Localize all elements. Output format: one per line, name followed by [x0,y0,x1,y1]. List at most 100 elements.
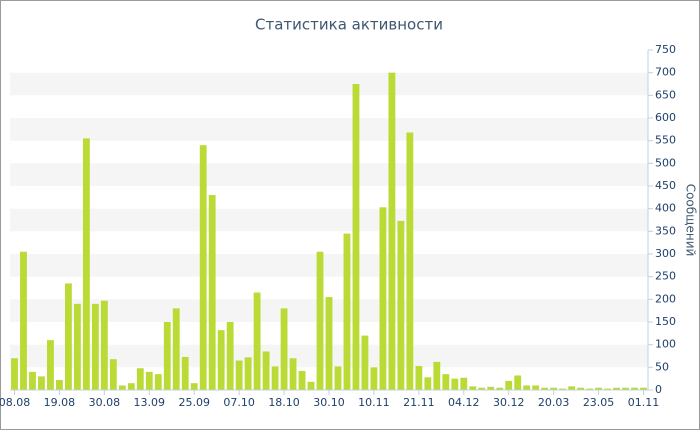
bar [550,387,558,390]
bar [487,386,495,390]
y-tick-label: 650 [655,88,676,101]
x-tick-label: 21.11 [403,396,435,409]
bar [559,388,567,390]
bar [235,360,243,390]
y-tick-label: 300 [655,247,676,260]
bar [38,376,45,390]
y-tick-label: 50 [655,360,669,373]
bar [379,207,387,390]
bar [73,303,81,390]
bar [433,361,441,390]
bar [316,251,324,390]
bar [47,340,54,390]
chart-title: Статистика активности [255,16,443,34]
bar [298,370,306,390]
bar [127,383,135,390]
bar [172,308,180,390]
bar [370,367,378,390]
x-tick-label: 08.08 [0,396,30,409]
bar [91,303,99,390]
y-tick-label: 550 [655,134,676,147]
bar [586,388,594,390]
bar [280,308,288,390]
grid-band [10,254,648,277]
bar [20,251,27,390]
grid-band [10,118,648,141]
x-tick-label: 07.10 [223,396,255,409]
y-tick-label: 750 [655,43,676,56]
grid-band [10,72,648,96]
bar [136,368,144,390]
bar [568,386,576,390]
x-tick-label: 18.10 [268,396,300,409]
bar [289,358,297,390]
bar [208,195,216,390]
bar [451,378,459,390]
bar [271,366,279,390]
bar [325,297,333,390]
bar [190,383,198,390]
x-tick-label: 30.10 [313,396,345,409]
bar [29,371,36,390]
bar [226,322,234,390]
bar [217,330,225,390]
x-tick-label: 25.09 [178,396,210,409]
bar [406,132,414,391]
x-tick-label: 04.12 [448,396,480,409]
bar [199,145,207,390]
bar [352,84,360,390]
bar [343,233,351,390]
bar [397,220,405,390]
bar [622,387,629,390]
x-tick-label: 20.03 [538,396,570,409]
y-tick-label: 0 [655,383,662,396]
bar [154,374,162,390]
bar [442,374,450,390]
bar [262,351,270,390]
bar [307,381,315,390]
y-tick-label: 600 [655,111,676,124]
x-tick-label: 10.11 [358,396,390,409]
y-tick-label: 250 [655,270,676,283]
bar [424,377,432,390]
bar [514,375,522,390]
y-tick-label: 100 [655,338,676,351]
y-tick-label: 350 [655,224,676,237]
bar [415,365,423,390]
bar [523,385,531,390]
bar [163,322,171,390]
bar [56,380,63,390]
bar [478,387,486,390]
bar [64,283,72,390]
bar [181,356,189,390]
bar [496,387,504,390]
bar [541,387,549,390]
bar [253,292,261,390]
y-tick-label: 150 [655,315,676,328]
plot: 0 50 100 150 200 250 300 350 400 450 500 550 600 650 7… [0,43,676,409]
bar [388,72,396,391]
bar [145,371,153,390]
grid-band [10,208,648,232]
x-tick-label: 30.08 [89,396,121,409]
y-tick-label: 200 [655,292,676,305]
bar [577,387,585,390]
x-tick-label: 23.05 [583,396,615,409]
bar [469,386,477,390]
y-tick-label: 400 [655,202,676,215]
x-tick-label: 13.09 [134,396,166,409]
bar [640,387,647,390]
bar [82,138,90,390]
bar [631,387,638,390]
x-tick-label: 19.08 [44,396,76,409]
bar [244,357,252,390]
y-tick-label: 500 [655,156,676,169]
y-tick-label: 700 [655,66,676,79]
y-tick-label: 450 [655,179,676,192]
bar [361,335,369,390]
bar [595,387,602,390]
bar [505,380,513,390]
x-tick-label: 01.11 [628,396,660,409]
bar [100,300,108,390]
